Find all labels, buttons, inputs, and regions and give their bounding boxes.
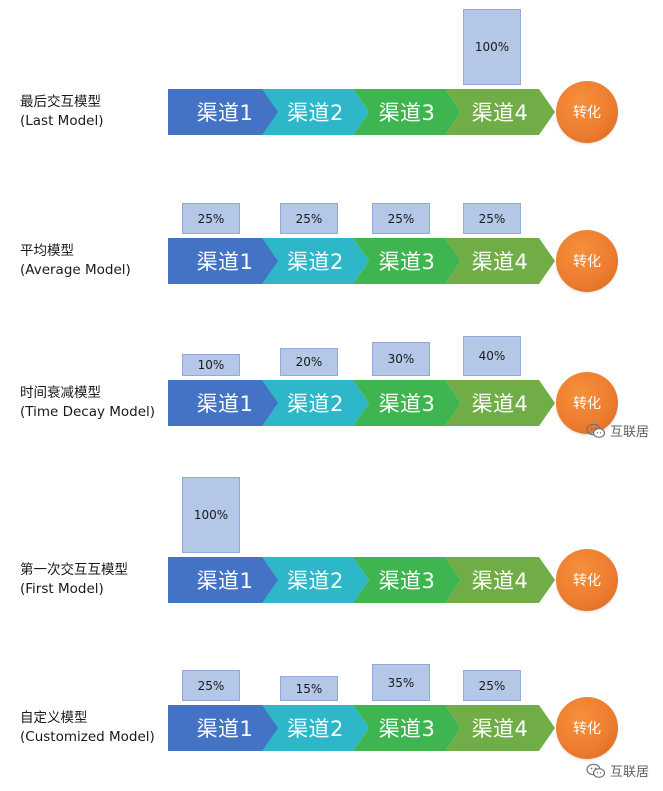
weight-box: 25% [182,203,240,234]
weight-box: 30% [372,342,430,376]
model-name-en: (Last Model) [20,113,104,129]
wechat-icon [586,423,606,438]
weight-box: 100% [463,9,521,85]
stage-channel-4: 渠道4 [445,89,555,135]
stage-channel-4: 渠道4 [445,557,555,603]
watermark: 互联居 [586,761,649,780]
model-name: 最后交互模型 [20,94,101,110]
stage-channel-4: 渠道4 [445,705,555,751]
weight-box: 100% [182,477,240,553]
model-name: 平均模型 [20,243,74,259]
weight-box: 25% [463,670,521,701]
model-label: 平均模型 (Average Model) [20,242,131,280]
model-label: 自定义模型 (Customized Model) [20,709,155,747]
model-label: 第一次交互互模型 (First Model) [20,561,128,599]
weight-box: 15% [280,676,338,701]
weight-box: 25% [280,203,338,234]
weight-box: 20% [280,348,338,376]
weight-box: 25% [372,203,430,234]
stage-channel-2: 渠道2 [262,380,369,426]
stage-channel-1: 渠道1 [168,705,282,751]
stage-channel-3: 渠道3 [353,705,461,751]
stage-channel-2: 渠道2 [262,238,369,284]
model-name-en: (Average Model) [20,262,131,278]
stage-channel-1: 渠道1 [168,89,282,135]
weight-box: 10% [182,354,240,376]
model-name-en: (Time Decay Model) [20,404,156,420]
stage-channel-1: 渠道1 [168,238,282,284]
stage-channel-4: 渠道4 [445,238,555,284]
conversion-circle: 转化 [556,697,618,759]
model-name: 第一次交互互模型 [20,562,128,578]
model-name: 自定义模型 [20,710,88,726]
model-label: 最后交互模型 (Last Model) [20,93,103,131]
stage-channel-3: 渠道3 [353,380,461,426]
watermark: 互联居 [586,421,649,440]
stage-channel-3: 渠道3 [353,557,461,603]
watermark-text: 互联居 [609,765,649,780]
conversion-circle: 转化 [556,549,618,611]
wechat-icon [586,763,606,778]
model-name-en: (Customized Model) [20,729,155,745]
weight-box: 40% [463,336,521,376]
stage-channel-2: 渠道2 [262,89,369,135]
conversion-circle: 转化 [556,81,618,143]
conversion-circle: 转化 [556,372,618,434]
model-name: 时间衰减模型 [20,385,101,401]
model-name-en: (First Model) [20,581,104,597]
conversion-circle: 转化 [556,230,618,292]
weight-box: 25% [182,670,240,701]
stage-channel-2: 渠道2 [262,557,369,603]
model-label: 时间衰减模型 (Time Decay Model) [20,384,155,422]
weight-box: 35% [372,664,430,701]
watermark-text: 互联居 [609,425,649,440]
stage-channel-3: 渠道3 [353,89,461,135]
stage-channel-2: 渠道2 [262,705,369,751]
stage-channel-1: 渠道1 [168,380,282,426]
stage-channel-1: 渠道1 [168,557,282,603]
stage-channel-4: 渠道4 [445,380,555,426]
stage-channel-3: 渠道3 [353,238,461,284]
weight-box: 25% [463,203,521,234]
